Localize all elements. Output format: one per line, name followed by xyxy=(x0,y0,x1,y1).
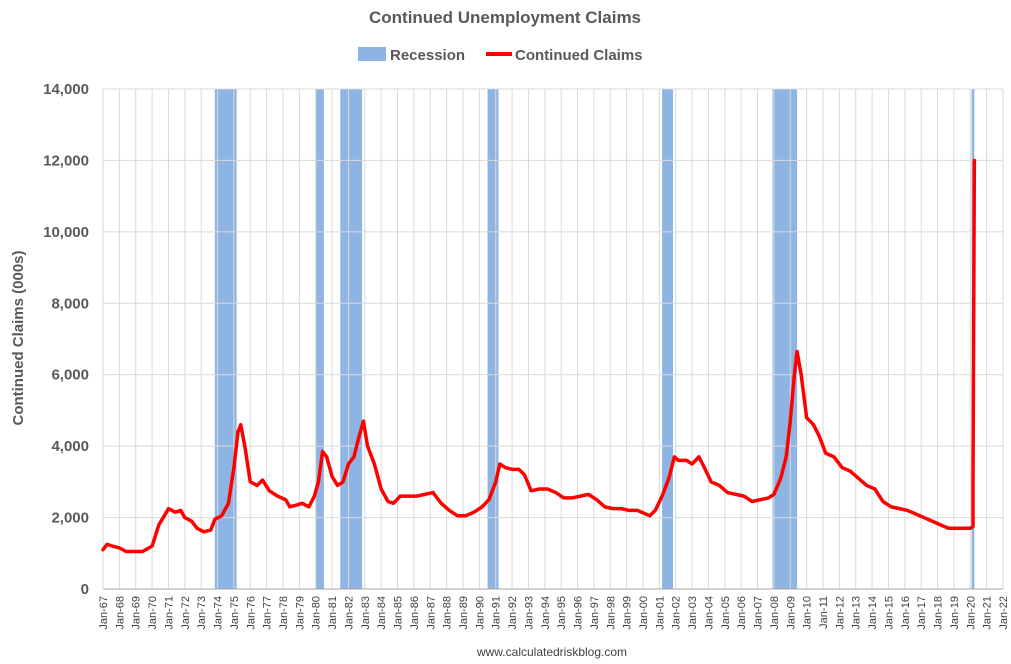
y-tick-label: 0 xyxy=(81,581,89,598)
x-tick-label: Jan-80 xyxy=(311,596,323,630)
x-tick-label: Jan-82 xyxy=(343,596,355,630)
x-tick-label: Jan-14 xyxy=(867,596,879,630)
y-tick-label: 8,000 xyxy=(51,295,89,312)
y-tick-label: 14,000 xyxy=(43,81,89,98)
x-tick-label: Jan-71 xyxy=(163,596,175,630)
y-tick-label: 4,000 xyxy=(51,438,89,455)
x-tick-label: Jan-17 xyxy=(916,596,928,630)
x-tick-label: Jan-94 xyxy=(540,596,552,630)
x-tick-label: Jan-10 xyxy=(802,596,814,630)
x-tick-label: Jan-87 xyxy=(425,596,437,630)
x-tick-label: Jan-22 xyxy=(998,596,1010,630)
x-tick-label: Jan-84 xyxy=(376,596,388,630)
x-tick-label: Jan-06 xyxy=(736,596,748,630)
recession-band-6 xyxy=(772,89,798,589)
x-tick-label: Jan-93 xyxy=(523,596,535,630)
x-tick-label: Jan-74 xyxy=(213,596,225,630)
x-tick-label: Jan-21 xyxy=(982,596,994,630)
x-tick-label: Jan-90 xyxy=(474,596,486,630)
y-tick-label: 2,000 xyxy=(51,510,89,527)
x-tick-label: Jan-98 xyxy=(605,596,617,630)
x-tick-label: Jan-15 xyxy=(883,596,895,630)
recession-band-3 xyxy=(340,89,363,589)
x-tick-label: Jan-99 xyxy=(622,596,634,630)
x-tick-label: Jan-02 xyxy=(671,596,683,630)
x-tick-label: Jan-16 xyxy=(900,596,912,630)
x-tick-label: Jan-85 xyxy=(393,596,405,630)
x-tick-label: Jan-97 xyxy=(589,596,601,630)
y-tick-label: 12,000 xyxy=(43,152,89,169)
x-tick-label: Jan-81 xyxy=(327,596,339,630)
x-tick-label: Jan-12 xyxy=(834,596,846,630)
x-tick-label: Jan-92 xyxy=(507,596,519,630)
x-tick-label: Jan-13 xyxy=(851,596,863,630)
recession-band-5 xyxy=(662,89,673,589)
source-credit: www.calculatedriskblog.com xyxy=(476,645,627,659)
x-tick-label: Jan-19 xyxy=(949,596,961,630)
legend: Recession Continued Claims xyxy=(358,47,643,64)
x-tick-label: Jan-01 xyxy=(654,596,666,630)
x-tick-label: Jan-67 xyxy=(98,596,110,630)
recession-band-4 xyxy=(487,89,499,589)
gridlines xyxy=(102,88,1004,590)
x-tick-label: Jan-18 xyxy=(933,596,945,630)
x-tick-label: Jan-91 xyxy=(491,596,503,630)
y-tick-label: 10,000 xyxy=(43,224,89,241)
x-tick-label: Jan-76 xyxy=(245,596,257,630)
x-tick-label: Jan-89 xyxy=(458,596,470,630)
x-tick-label: Jan-73 xyxy=(196,596,208,630)
x-tick-label: Jan-20 xyxy=(965,596,977,630)
recession-band-2 xyxy=(315,89,324,589)
x-tick-label: Jan-96 xyxy=(573,596,585,630)
chart-title: Continued Unemployment Claims xyxy=(369,8,641,27)
x-tick-label: Jan-09 xyxy=(785,596,797,630)
x-tick-label: Jan-00 xyxy=(638,596,650,630)
x-axis: Jan-67 Jan-68 Jan-69 Jan-70 Jan-71 Jan-72 Jan-… xyxy=(98,596,1010,630)
x-tick-label: Jan-72 xyxy=(180,596,192,630)
series-line-continued-claims xyxy=(101,158,977,554)
x-tick-label: Jan-68 xyxy=(114,596,126,630)
x-tick-label: Jan-70 xyxy=(147,596,159,630)
x-tick-label: Jan-86 xyxy=(409,596,421,630)
x-tick-label: Jan-05 xyxy=(720,596,732,630)
y-tick-label: 6,000 xyxy=(51,367,89,384)
x-tick-label: Jan-04 xyxy=(703,596,715,630)
y-axis: 0 2,000 4,000 6,000 8,000 10,000 12,000 14,000 xyxy=(43,81,89,598)
x-tick-label: Jan-11 xyxy=(818,596,830,629)
legend-recession-swatch xyxy=(358,47,386,61)
x-tick-label: Jan-88 xyxy=(442,596,454,630)
x-tick-label: Jan-95 xyxy=(556,596,568,630)
legend-recession-label: Recession xyxy=(390,47,465,64)
x-tick-label: Jan-03 xyxy=(687,596,699,630)
y-axis-label: Continued Claims (000s) xyxy=(10,250,27,425)
x-tick-label: Jan-75 xyxy=(229,596,241,630)
x-tick-label: Jan-77 xyxy=(262,596,274,630)
x-tick-label: Jan-78 xyxy=(278,596,290,630)
legend-claims-label: Continued Claims xyxy=(515,47,643,64)
x-tick-label: Jan-79 xyxy=(294,596,306,630)
x-tick-label: Jan-83 xyxy=(360,596,372,630)
recession-band-1 xyxy=(214,89,237,589)
series-layer xyxy=(101,158,977,554)
x-tick-label: Jan-69 xyxy=(131,596,143,630)
x-tick-label: Jan-07 xyxy=(753,596,765,630)
x-tick-label: Jan-08 xyxy=(769,596,781,630)
